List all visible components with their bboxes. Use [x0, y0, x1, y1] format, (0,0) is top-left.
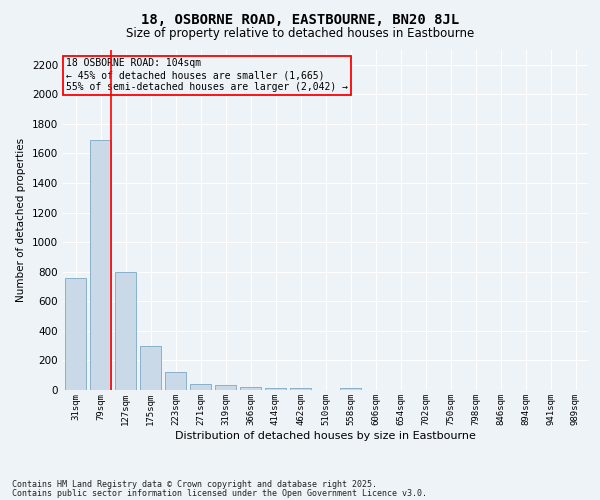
Text: Size of property relative to detached houses in Eastbourne: Size of property relative to detached ho…: [126, 28, 474, 40]
Bar: [90, 140, 111, 390]
Bar: [215, 386, 236, 390]
Bar: [115, 272, 136, 390]
Bar: [165, 372, 186, 390]
Bar: [65, 278, 86, 390]
Text: 18 OSBORNE ROAD: 104sqm
← 45% of detached houses are smaller (1,665)
55% of semi: 18 OSBORNE ROAD: 104sqm ← 45% of detache…: [65, 58, 347, 92]
Bar: [140, 346, 161, 390]
Text: Contains public sector information licensed under the Open Government Licence v3: Contains public sector information licen…: [12, 488, 427, 498]
Text: Contains HM Land Registry data © Crown copyright and database right 2025.: Contains HM Land Registry data © Crown c…: [12, 480, 377, 489]
Bar: [340, 388, 361, 390]
Bar: [240, 386, 261, 390]
X-axis label: Distribution of detached houses by size in Eastbourne: Distribution of detached houses by size …: [175, 430, 476, 440]
Y-axis label: Number of detached properties: Number of detached properties: [16, 138, 26, 302]
Bar: [265, 388, 286, 390]
Text: 18, OSBORNE ROAD, EASTBOURNE, BN20 8JL: 18, OSBORNE ROAD, EASTBOURNE, BN20 8JL: [141, 12, 459, 26]
Bar: [290, 388, 311, 390]
Bar: [190, 384, 211, 390]
